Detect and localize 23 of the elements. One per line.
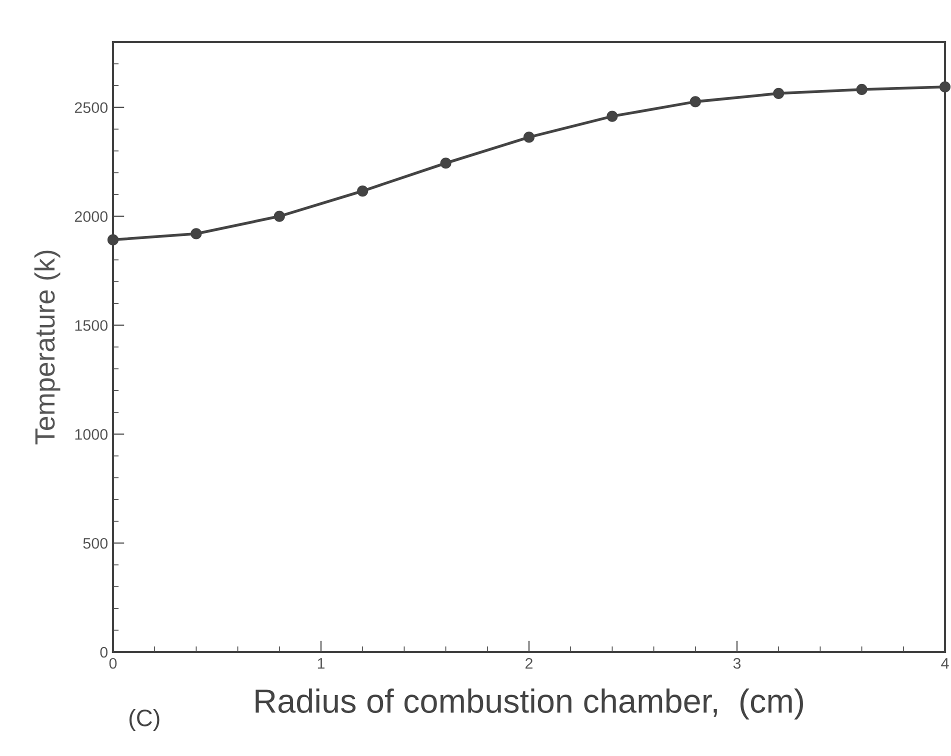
point (190, 228, 202, 240)
y-tick-label: 1500 (75, 320, 108, 331)
x-tick-label: 3 (733, 658, 741, 669)
point (357, 185, 368, 197)
x-tick-label: 1 (318, 658, 325, 669)
y-axis-title: Temperature (k) (34, 250, 60, 444)
point (274, 210, 285, 222)
y-tick-label: 2000 (74, 211, 108, 222)
text: (C) (129, 708, 160, 731)
x-tick-label: 2 (526, 658, 532, 669)
y-tick-label: 0 (100, 646, 108, 658)
point (606, 110, 618, 122)
y-tick-label: 2500 (74, 102, 108, 114)
x-axis-title: Radius of combustion chamber, (cm) (256, 688, 803, 720)
point (440, 158, 452, 169)
point (856, 84, 868, 96)
y-tick-label: 1000 (75, 429, 108, 440)
point (690, 96, 701, 108)
x-tick-label: 4 (941, 658, 949, 669)
x-tick-label: 0 (109, 658, 117, 669)
point (523, 132, 535, 143)
point (773, 88, 784, 99)
y-tick-label: 500 (83, 538, 108, 549)
